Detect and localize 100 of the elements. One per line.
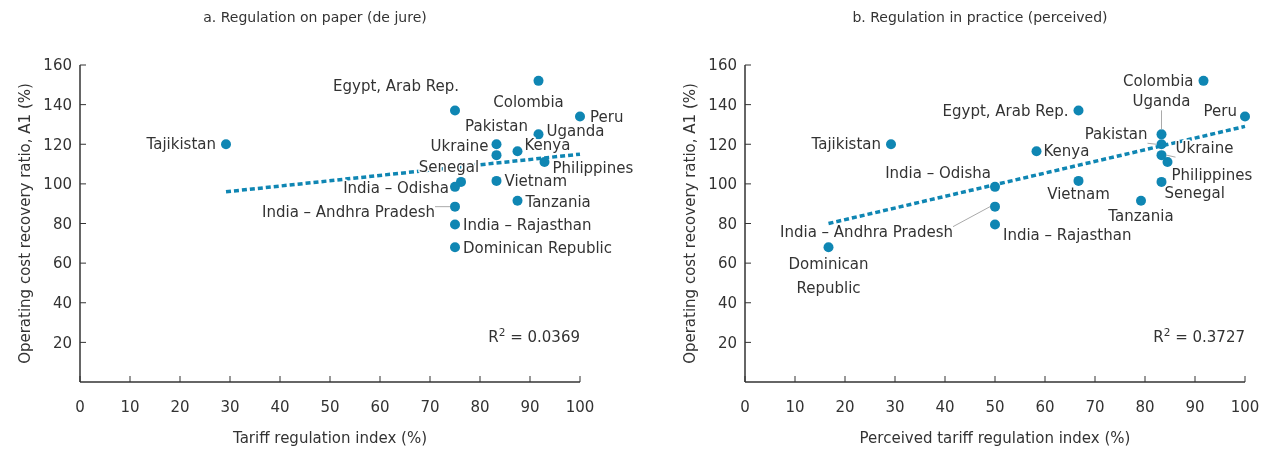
x-tick-label: 0 xyxy=(740,398,750,416)
point xyxy=(450,181,460,192)
x-tick-label: 20 xyxy=(835,398,855,416)
point xyxy=(990,201,1000,212)
point xyxy=(450,219,460,230)
y-tick-label: 120 xyxy=(43,135,72,154)
annotation: R$^{2}$ = 0.0369 xyxy=(488,326,580,346)
point xyxy=(1073,175,1084,186)
annotation: Philippines xyxy=(1171,166,1253,185)
point xyxy=(450,242,460,253)
x-tick-label: 70 xyxy=(1085,398,1105,416)
x-tick-label: 80 xyxy=(470,398,490,416)
point xyxy=(533,75,544,86)
x-tick-label: 20 xyxy=(170,398,190,416)
annotation: India – Rajasthan xyxy=(463,216,592,235)
annotation: Tanzania xyxy=(524,192,591,211)
annotation: India – Andhra Pradesh xyxy=(780,222,953,241)
annotation: Senegal xyxy=(1164,183,1225,202)
annotation: Philippines xyxy=(552,159,634,178)
point xyxy=(1156,150,1167,161)
x-tick-label: 50 xyxy=(320,398,340,416)
annotation: Vietnam xyxy=(1047,184,1110,203)
annotation: India – Rajasthan xyxy=(1003,226,1132,245)
annotation: Pakistan xyxy=(465,117,528,136)
annotation: R$^{2}$ = 0.3727 xyxy=(1153,326,1245,346)
x-tick-label: 80 xyxy=(1135,398,1155,416)
point xyxy=(1156,129,1167,140)
annotation: Dominican Republic xyxy=(788,255,869,298)
y-tick-label: 120 xyxy=(708,135,737,154)
point xyxy=(450,105,460,116)
x-tick-label: 30 xyxy=(885,398,905,416)
x-axis-title: Perceived tariff regulation index (%) xyxy=(859,429,1131,447)
annotation: Tajikistan xyxy=(810,135,881,154)
y-axis-title: Operating cost recovery ratio, A1 (%) xyxy=(681,83,699,364)
point xyxy=(823,242,834,253)
annotation: Uganda xyxy=(546,122,605,141)
point xyxy=(575,111,585,122)
y-tick-label: 80 xyxy=(717,214,737,233)
annotation: Ukraine xyxy=(1175,139,1234,158)
x-tick-label: 10 xyxy=(120,398,140,416)
point xyxy=(1198,75,1209,86)
annotation: India – Odisha xyxy=(885,163,991,182)
annotation: Kenya xyxy=(1043,142,1090,161)
annotation: Tanzania xyxy=(1107,206,1174,225)
x-tick-label: 40 xyxy=(935,398,955,416)
y-tick-label: 160 xyxy=(708,56,737,75)
annotation: Uganda xyxy=(1132,92,1191,111)
y-tick-label: 160 xyxy=(43,56,72,75)
point xyxy=(1136,195,1146,206)
point xyxy=(1031,146,1042,157)
y-tick-label: 40 xyxy=(52,294,72,312)
point xyxy=(1162,157,1173,168)
x-tick-label: 100 xyxy=(565,398,595,416)
annotation: Dominican Republic xyxy=(463,239,613,258)
y-tick-label: 20 xyxy=(717,333,737,352)
annotation: Egypt, Arab Rep. xyxy=(942,101,1069,120)
point xyxy=(491,175,502,186)
x-tick-label: 100 xyxy=(1230,398,1260,416)
y-tick-label: 60 xyxy=(52,254,72,273)
annotation: Colombia xyxy=(1123,71,1194,90)
x-tick-label: 60 xyxy=(370,398,390,416)
point xyxy=(990,219,1000,230)
point xyxy=(450,201,460,212)
point xyxy=(491,150,502,161)
y-tick-label: 100 xyxy=(43,175,72,194)
y-axis-title: Operating cost recovery ratio, A1 (%) xyxy=(16,83,34,364)
x-tick-label: 50 xyxy=(985,398,1005,416)
x-tick-label: 90 xyxy=(1185,398,1205,416)
point xyxy=(512,146,523,157)
x-tick-label: 40 xyxy=(270,398,290,416)
annotation: Ukraine xyxy=(430,137,489,156)
y-tick-label: 80 xyxy=(52,214,72,233)
annotation: Peru xyxy=(1203,101,1237,120)
annotation: Pakistan xyxy=(1084,125,1148,144)
x-tick-label: 60 xyxy=(1035,398,1055,416)
y-tick-label: 60 xyxy=(717,254,737,273)
point xyxy=(1240,111,1250,122)
annotation: India – Andhra Pradesh xyxy=(262,202,435,221)
point xyxy=(221,139,231,150)
x-tick-label: 90 xyxy=(520,398,540,416)
annotation: Tajikistan xyxy=(145,135,216,154)
y-tick-label: 40 xyxy=(717,294,737,312)
chart-title: b. Regulation in practice (perceived) xyxy=(852,9,1108,25)
annotation: Egypt, Arab Rep. xyxy=(333,76,459,95)
annotation: India – Odisha xyxy=(343,178,449,197)
chart-title: a. Regulation on paper (de jure) xyxy=(203,9,427,25)
x-tick-label: 0 xyxy=(75,398,85,416)
point xyxy=(491,139,502,150)
point xyxy=(1073,105,1084,116)
y-tick-label: 140 xyxy=(708,95,737,114)
point xyxy=(886,139,896,150)
x-axis-title: Tariff regulation index (%) xyxy=(231,429,428,447)
y-tick-label: 100 xyxy=(708,175,737,194)
x-tick-label: 70 xyxy=(420,398,440,416)
annotation: Colombia xyxy=(493,92,564,111)
y-tick-label: 140 xyxy=(43,95,72,114)
point xyxy=(512,195,523,206)
point xyxy=(1156,176,1167,187)
x-tick-label: 30 xyxy=(220,398,240,416)
y-tick-label: 20 xyxy=(52,333,72,352)
